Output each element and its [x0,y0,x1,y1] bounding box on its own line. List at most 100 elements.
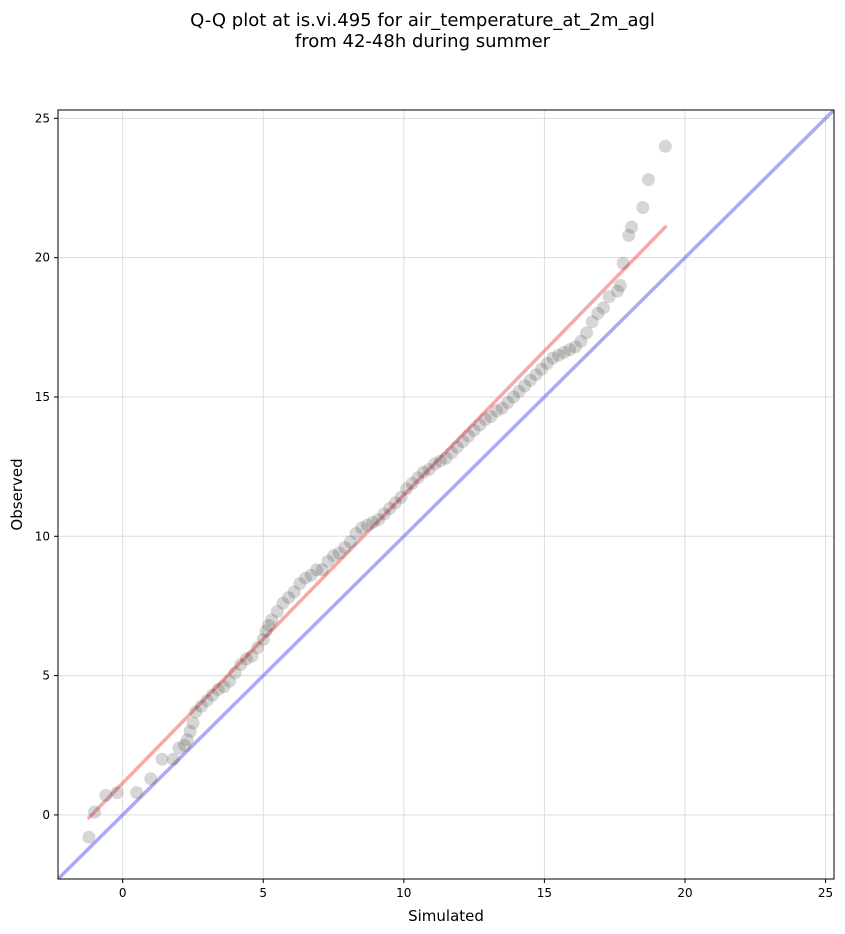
data-point [178,738,192,752]
data-point [602,290,616,304]
data-point [315,563,329,577]
data-point [433,454,447,468]
data-point [540,357,554,371]
data-point [251,641,265,655]
data-point [557,345,571,359]
data-point [155,752,169,766]
data-point [287,585,301,599]
data-point [439,451,453,465]
data-point [546,351,560,365]
data-point [239,652,253,666]
data-point [338,540,352,554]
data-point [172,741,186,755]
data-point [512,384,526,398]
data-point [372,513,386,527]
y-tick-label: 5 [42,669,50,683]
fit-line-layer [87,225,668,820]
data-point [82,830,96,844]
data-point [445,446,459,460]
data-point [360,518,374,532]
identity-line [58,110,834,879]
data-point [223,674,237,688]
data-point [343,535,357,549]
chart-title-line-2: from 42-48h during summer [295,31,551,52]
y-axis-ticks: 0 5 10 15 20 25 [35,111,58,822]
data-point [467,423,481,437]
x-tick-label: 15 [537,886,552,900]
data-point [304,568,318,582]
data-point [321,554,335,568]
x-axis-label: Simulated [408,907,484,925]
data-point [144,772,158,786]
data-point [332,546,346,560]
x-tick-label: 0 [119,886,127,900]
data-point [200,694,214,708]
x-axis-ticks: 0 5 10 15 20 25 [119,879,833,900]
data-point [456,435,470,449]
data-point [110,786,124,800]
data-point [490,404,504,418]
identity-line-layer [58,110,834,879]
data-point [422,462,436,476]
data-point [298,571,312,585]
data-point [417,465,431,479]
data-point [611,284,625,298]
x-tick-label: 5 [259,886,267,900]
data-point [206,688,220,702]
data-point [180,733,194,747]
data-point [518,379,532,393]
data-point [563,343,577,357]
data-point [428,457,442,471]
fit-line [87,225,668,820]
data-point [568,340,582,354]
data-point [130,786,144,800]
data-point [596,301,610,315]
data-point [310,563,324,577]
data-point [400,482,414,496]
y-tick-label: 20 [35,251,50,265]
data-point [473,418,487,432]
data-point [349,527,363,541]
x-tick-label: 20 [677,886,692,900]
data-point [166,752,180,766]
data-point [270,605,284,619]
chart-title: Q-Q plot at is.vi.495 for air_temperatur… [190,10,655,52]
data-point [484,409,498,423]
x-tick-label: 25 [818,886,833,900]
data-point [234,657,248,671]
data-point [262,618,276,632]
data-point [574,334,588,348]
data-point [259,624,273,638]
data-point [377,507,391,521]
data-point [282,591,296,605]
data-point [478,412,492,426]
grid-lines [58,110,834,879]
data-point [355,521,369,535]
x-tick-label: 10 [396,886,411,900]
data-point [580,326,594,340]
data-point [394,490,408,504]
data-point [405,476,419,490]
data-point [276,596,290,610]
data-point [613,279,627,293]
data-point [183,724,197,738]
data-point [211,683,225,697]
data-point [658,139,672,153]
y-tick-label: 25 [35,111,50,125]
data-point [256,632,270,646]
data-point [245,649,259,663]
data-points-layer [82,139,672,844]
data-point [450,440,464,454]
data-point [616,256,630,270]
data-point [186,716,200,730]
data-point [535,362,549,376]
data-point [625,220,639,234]
data-point [529,368,543,382]
data-point [501,396,515,410]
data-point [388,496,402,510]
data-point [622,228,636,242]
data-point [383,501,397,515]
data-point [88,805,102,819]
data-point [523,373,537,387]
